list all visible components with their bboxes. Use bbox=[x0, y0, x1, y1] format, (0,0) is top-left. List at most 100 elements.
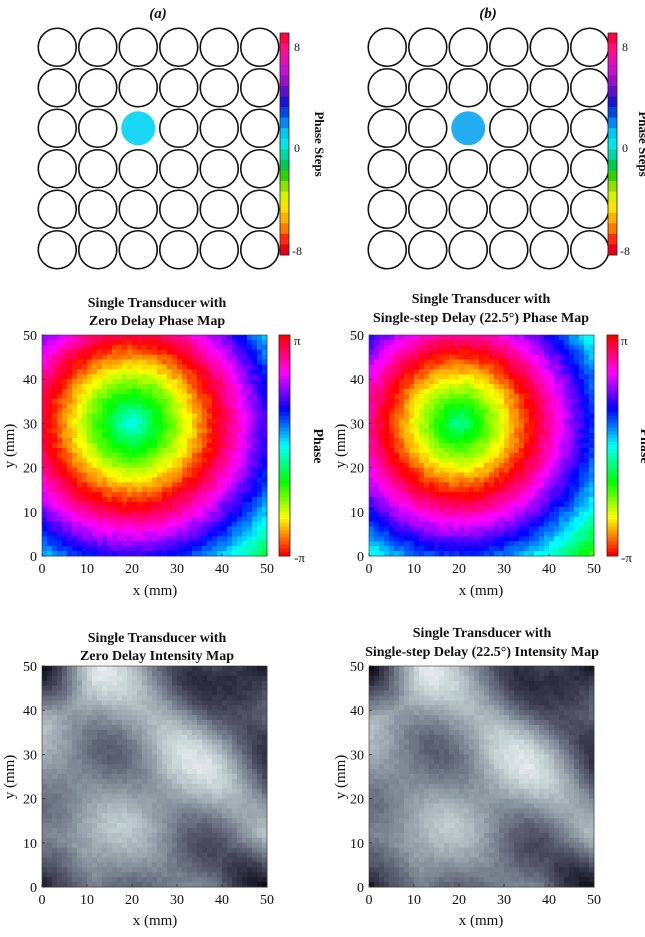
heatmap-cell bbox=[117, 813, 123, 819]
heatmap-cell bbox=[52, 379, 58, 385]
heatmap-cell bbox=[524, 516, 530, 523]
heatmap-cell bbox=[589, 536, 595, 542]
heatmap-cell bbox=[47, 813, 53, 819]
heatmap-cell bbox=[97, 739, 103, 745]
heatmap-cell bbox=[262, 408, 268, 414]
heatmap-cell bbox=[137, 487, 143, 493]
heatmap-cell bbox=[429, 379, 435, 385]
heatmap-cell bbox=[374, 516, 380, 523]
heatmap-cell bbox=[202, 551, 208, 557]
heatmap-cell bbox=[389, 428, 395, 434]
heatmap-cell bbox=[262, 497, 268, 503]
heatmap-cell bbox=[494, 462, 500, 468]
heatmap-cell bbox=[489, 418, 495, 424]
heatmap-cell bbox=[559, 521, 565, 527]
heatmap-cell bbox=[444, 344, 450, 351]
heatmap-cell bbox=[464, 335, 470, 341]
heatmap-cell bbox=[369, 526, 375, 532]
heatmap-cell bbox=[494, 511, 500, 518]
heatmap-cell bbox=[384, 398, 390, 405]
heatmap-cell bbox=[484, 389, 490, 395]
heatmap-cell bbox=[534, 418, 540, 424]
heatmap-cell bbox=[524, 472, 530, 478]
transducer-element bbox=[488, 67, 529, 108]
heatmap-cell bbox=[92, 764, 98, 770]
heatmap-cell bbox=[574, 511, 580, 518]
heatmap-cell bbox=[47, 492, 53, 498]
heatmap-cell bbox=[122, 778, 128, 785]
heatmap-cell bbox=[449, 398, 455, 405]
transducer-element bbox=[239, 67, 280, 108]
heatmap-cell bbox=[107, 739, 113, 745]
heatmap-cell bbox=[162, 359, 168, 365]
heatmap-cell bbox=[167, 551, 173, 557]
heatmap-cell bbox=[212, 501, 218, 508]
heatmap-cell bbox=[539, 516, 545, 523]
heatmap-cell bbox=[479, 354, 485, 360]
heatmap-cell bbox=[257, 472, 263, 478]
heatmap-cell bbox=[529, 477, 535, 483]
heatmap-cell bbox=[117, 847, 123, 854]
heatmap-cell bbox=[509, 457, 515, 464]
heatmap-cell bbox=[434, 531, 440, 537]
heatmap-cell bbox=[117, 803, 123, 809]
heatmap-cell bbox=[237, 521, 243, 527]
heatmap-cell bbox=[414, 472, 420, 478]
heatmap-cell bbox=[379, 438, 385, 444]
heatmap-cell bbox=[569, 501, 575, 508]
heatmap-cell bbox=[227, 344, 233, 351]
heatmap-cell bbox=[439, 477, 445, 483]
heatmap-cell bbox=[449, 433, 455, 439]
heatmap-cell bbox=[579, 511, 585, 518]
heatmap-cell bbox=[167, 389, 173, 395]
heatmap-cell bbox=[77, 852, 83, 858]
heatmap-cell bbox=[454, 423, 460, 429]
heatmap-cell bbox=[137, 398, 143, 405]
heatmap-cell bbox=[569, 541, 575, 547]
heatmap-cell bbox=[167, 369, 173, 375]
heatmap-cell bbox=[72, 497, 78, 503]
heatmap-cell bbox=[102, 675, 108, 682]
heatmap-cell bbox=[62, 359, 68, 365]
heatmap-cell bbox=[222, 477, 228, 483]
heatmap-cell bbox=[574, 443, 580, 449]
heatmap-cell bbox=[499, 364, 505, 370]
heatmap-cell bbox=[419, 443, 425, 449]
heatmap-cell bbox=[569, 526, 575, 532]
heatmap-cell bbox=[459, 364, 465, 370]
heatmap-cell bbox=[424, 501, 430, 508]
heatmap-cell bbox=[162, 423, 168, 429]
y-tick-label: 40 bbox=[23, 373, 37, 388]
heatmap-cell bbox=[82, 492, 88, 498]
heatmap-cell bbox=[584, 403, 590, 410]
heatmap-cell bbox=[112, 867, 118, 873]
heatmap-cell bbox=[464, 403, 470, 410]
heatmap-cell bbox=[57, 769, 63, 775]
heatmap-cell bbox=[137, 457, 143, 464]
heatmap-cell bbox=[584, 497, 590, 503]
heatmap-cell bbox=[107, 862, 113, 868]
heatmap-cell bbox=[107, 423, 113, 429]
heatmap-cell bbox=[152, 423, 158, 429]
heatmap-cell bbox=[454, 359, 460, 365]
heatmap-cell bbox=[192, 501, 198, 508]
heatmap-cell bbox=[62, 384, 68, 390]
heatmap-cell bbox=[67, 482, 73, 488]
heatmap-cell bbox=[534, 531, 540, 537]
heatmap-cell bbox=[444, 374, 450, 380]
heatmap-cell bbox=[102, 531, 108, 537]
heatmap-cell bbox=[519, 379, 525, 385]
heatmap-cell bbox=[539, 389, 545, 395]
heatmap-cell bbox=[52, 774, 58, 780]
x-tick-label: 40 bbox=[215, 562, 229, 577]
heatmap-cell bbox=[449, 384, 455, 390]
heatmap-cell bbox=[559, 413, 565, 419]
heatmap-cell bbox=[102, 546, 108, 552]
heatmap-cell bbox=[399, 398, 405, 405]
heatmap-cell bbox=[57, 379, 63, 385]
heatmap-cell bbox=[82, 832, 88, 839]
plot-frame bbox=[368, 334, 595, 557]
heatmap-cell bbox=[414, 389, 420, 395]
heatmap-cell bbox=[192, 462, 198, 468]
heatmap-cell bbox=[549, 482, 555, 488]
